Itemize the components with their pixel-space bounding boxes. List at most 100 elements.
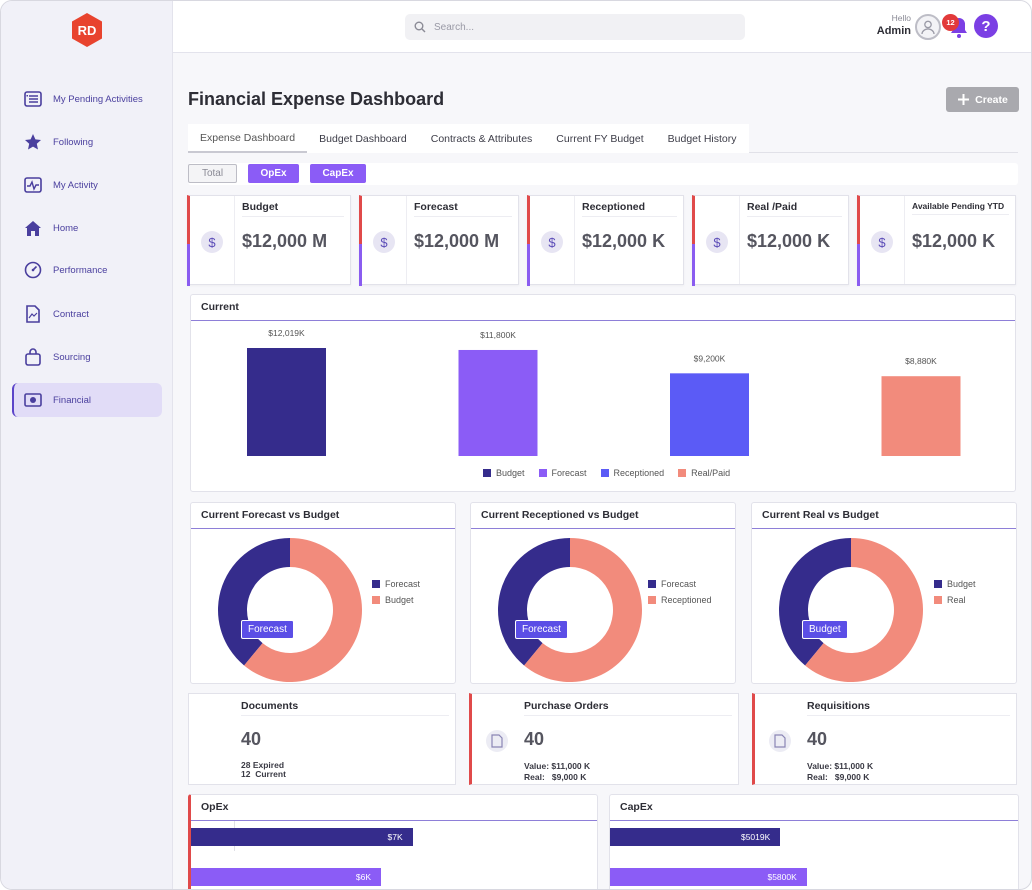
capex-bar: $5800K [610, 868, 807, 886]
sidebar: RD My Pending Activities Following My Ac… [1, 1, 173, 889]
purchase-orders-card: Purchase Orders 40 Value: $11,000 K Real… [469, 693, 739, 785]
donut-callout: Budget [802, 620, 848, 639]
documents-count: 40 [241, 729, 262, 749]
sidebar-item-financial[interactable]: Financial [12, 383, 162, 417]
real-vs-budget-card: Current Real vs Budget Budget Budget Rea… [751, 502, 1017, 684]
user-icon [921, 20, 935, 35]
legend-label: Receptioned [613, 468, 665, 478]
money-icon [23, 390, 43, 410]
legend-label: Forecast [661, 579, 697, 589]
sidebar-item-my-activity[interactable]: My Activity [12, 168, 162, 202]
opex-card: OpEx $7K $6K [188, 794, 598, 889]
tab-bar: Expense Dashboard Budget Dashboard Contr… [188, 124, 1018, 153]
help-button[interactable]: ? [974, 14, 998, 38]
tab-expense-dashboard[interactable]: Expense Dashboard [188, 124, 308, 153]
purchase-orders-count: 40 [524, 729, 545, 749]
bar-budget[interactable] [247, 348, 326, 456]
chart-title: Current Receptioned vs Budget [481, 509, 639, 521]
documents-current: 12 Current [241, 769, 286, 779]
sidebar-item-sourcing[interactable]: Sourcing [12, 340, 162, 374]
user-greeting: Hello Admin [853, 13, 911, 37]
kpi-value: $12,000 K [747, 231, 831, 251]
bar-value-label: $12,019K [268, 328, 305, 338]
chart-title: CapEx [620, 801, 653, 813]
sidebar-item-performance[interactable]: Performance [12, 253, 162, 287]
sidebar-item-label: My Activity [53, 179, 98, 191]
search-placeholder: Search... [434, 21, 475, 33]
donut-legend: Forecast Budget [372, 579, 420, 605]
document-icon [769, 730, 791, 752]
purchase-orders-title: Purchase Orders [524, 700, 732, 716]
tab-current-fy-budget[interactable]: Current FY Budget [544, 124, 656, 153]
bar-forecast[interactable] [458, 349, 538, 456]
bar-value-label: $9,200K [694, 353, 726, 363]
document-icon [23, 304, 43, 324]
kpi-real-paid: $ Real /Paid $12,000 K [692, 195, 849, 286]
sidebar-item-home[interactable]: Home [12, 211, 162, 245]
sidebar-item-label: Financial [53, 394, 92, 406]
legend-label: Real [947, 595, 966, 605]
requisitions-card: Requisitions 40 Value: $11,000 K Real: $… [752, 693, 1017, 785]
filter-opex[interactable]: OpEx [248, 164, 299, 183]
documents-expired: 28 Expired [241, 760, 285, 770]
current-bar-chart: $12,019K $11,800K $9,200K $8,880K [247, 328, 961, 456]
kpi-available-pending: $ Available Pending YTD $12,000 K [857, 195, 1016, 286]
bar-realpaid[interactable] [881, 376, 961, 456]
current-chart-card: Current $12,019K $11,800K $9,200K $8,880K B… [190, 294, 1016, 492]
notification-badge[interactable]: 12 [942, 14, 959, 31]
filter-total[interactable]: Total [188, 164, 237, 183]
donut-callout: Forecast [241, 620, 294, 639]
avatar[interactable] [915, 14, 941, 40]
legend-swatch-forecast [538, 469, 547, 477]
tab-budget-dashboard[interactable]: Budget Dashboard [307, 124, 419, 153]
donut-legend: Budget Real [934, 579, 976, 605]
slice-forecast[interactable] [218, 538, 290, 666]
search-icon [414, 21, 426, 33]
filter-capex[interactable]: CapEx [310, 164, 366, 183]
sidebar-item-following[interactable]: Following [12, 125, 162, 159]
logo-text: RD [78, 23, 97, 38]
tab-contracts-attributes[interactable]: Contracts & Attributes [418, 124, 545, 153]
capex-card: CapEx $5019K $5800K [609, 794, 1019, 889]
chart-legend: Budget Forecast Receptioned Real/Paid [483, 468, 730, 478]
kpi-title: Available Pending YTD [912, 201, 1009, 215]
kpi-value: $12,000 M [414, 231, 500, 251]
kpi-title: Real /Paid [747, 201, 842, 217]
main-content: Financial Expense Dashboard Create Expen… [173, 53, 1031, 889]
sidebar-item-pending-activities[interactable]: My Pending Activities [12, 82, 162, 116]
slice-budget[interactable] [244, 538, 362, 682]
sidebar-item-contract[interactable]: Contract [12, 297, 162, 331]
forecast-vs-budget-donut [218, 538, 362, 682]
real-vs-budget-donut [779, 538, 923, 682]
tab-budget-history[interactable]: Budget History [655, 124, 749, 153]
rd-logo[interactable]: RD [69, 12, 105, 48]
legend-label: Budget [385, 595, 414, 605]
dollar-icon: $ [541, 231, 563, 253]
plus-icon [958, 94, 970, 105]
user-name: Admin [876, 25, 911, 37]
sidebar-item-label: Performance [53, 264, 108, 276]
chart-title: Current Forecast vs Budget [201, 509, 340, 521]
opex-bar: $6K [191, 868, 381, 886]
purchase-orders-real: Real: $9,000 K [524, 772, 587, 782]
create-button[interactable]: Create [946, 87, 1019, 112]
legend-swatch-receptioned [600, 469, 609, 477]
slice-forecast[interactable] [498, 538, 570, 666]
search-input[interactable]: Search... [405, 14, 745, 40]
slice-real[interactable] [805, 538, 923, 682]
bag-icon [23, 347, 43, 367]
requisitions-value: Value: $11,000 K [807, 761, 874, 771]
kpi-budget: $ Budget $12,000 M [187, 195, 351, 286]
receptioned-vs-budget-card: Current Receptioned vs Budget Forecast F… [470, 502, 736, 684]
dollar-icon: $ [871, 231, 893, 253]
slice-budget[interactable] [779, 538, 851, 666]
create-label: Create [975, 93, 1008, 106]
document-icon [486, 730, 508, 752]
requisitions-count: 40 [807, 729, 828, 749]
activity-icon [23, 175, 43, 195]
forecast-vs-budget-card: Current Forecast vs Budget Forecast Fore… [190, 502, 456, 684]
slice-receptioned[interactable] [524, 538, 642, 682]
bar-receptioned[interactable] [670, 373, 749, 456]
kpi-value: $12,000 K [582, 231, 666, 251]
